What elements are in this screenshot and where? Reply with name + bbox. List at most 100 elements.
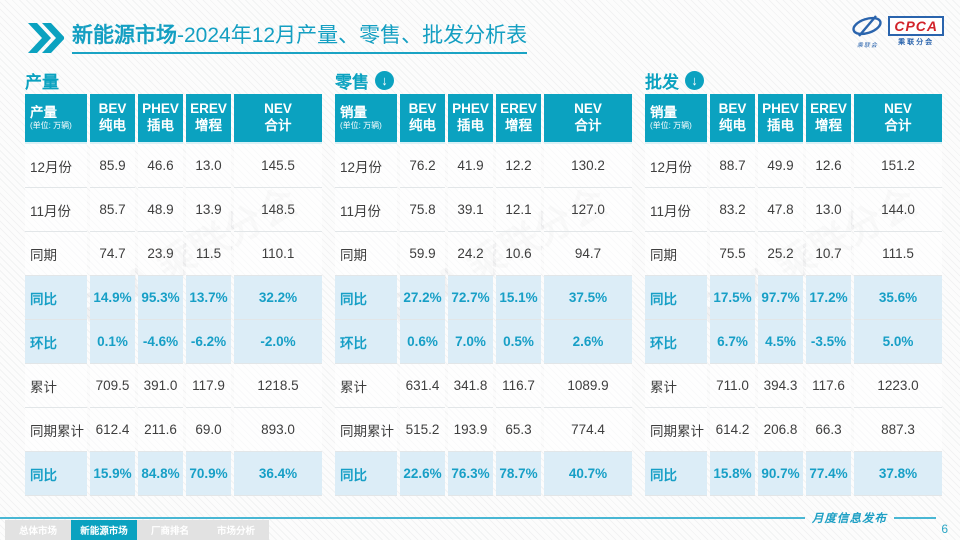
down-arrow-icon: ↓ [375,70,394,90]
wholesale-section-header: 批发 ↓ [645,66,942,94]
table-header-cell: PHEV 插电 [758,94,803,144]
value-cell: 341.8 [448,364,493,408]
value-cell: 32.2% [234,276,322,320]
publish-dash-left [775,517,805,519]
table-header-cell: BEV 纯电 [710,94,755,144]
value-cell: 15.8% [710,452,755,496]
row-label-cell: 12月份 [25,144,87,188]
table-header-cell: PHEV 插电 [448,94,493,144]
row-label-cell: 同比 [645,452,707,496]
publish-label: 月度信息发布 [812,513,887,525]
table-header-cell: EREV 增程 [186,94,231,144]
row-label-cell: 环比 [645,320,707,364]
value-cell: 49.9 [758,144,803,188]
footer-tabs: 总体市场 新能源市场 厂商排名 市场分析 [5,520,269,540]
value-cell: 0.1% [90,320,135,364]
value-cell: 1218.5 [234,364,322,408]
value-cell: 36.4% [234,452,322,496]
value-cell: 76.3% [448,452,493,496]
value-cell: 110.1 [234,232,322,276]
row-label-cell: 11月份 [25,188,87,232]
value-cell: 1089.9 [544,364,632,408]
value-cell: 90.7% [758,452,803,496]
table-header-cell: EREV 增程 [806,94,851,144]
wholesale-section: 批发 ↓ CPCA 乘联分会 销量(单位: 万辆)BEV纯电PHEV插电EREV… [645,66,942,496]
value-cell: 84.8% [138,452,183,496]
value-cell: 69.0 [186,408,231,452]
value-cell: 391.0 [138,364,183,408]
row-label-cell: 同期累计 [335,408,397,452]
value-cell: 25.2 [758,232,803,276]
retail-section-header: 零售 ↓ [335,66,632,94]
value-cell: 0.6% [400,320,445,364]
value-cell: 117.9 [186,364,231,408]
value-cell: -3.5% [806,320,851,364]
value-cell: 75.5 [710,232,755,276]
table-header-cell: BEV 纯电 [90,94,135,144]
value-cell: 66.3 [806,408,851,452]
row-label-cell: 同期累计 [25,408,87,452]
value-cell: -4.6% [138,320,183,364]
value-cell: 40.7% [544,452,632,496]
double-chevron-icon [28,23,64,53]
footer-tab-新能源市场[interactable]: 新能源市场 [71,520,137,540]
value-cell: 48.9 [138,188,183,232]
row-label-cell: 同期 [335,232,397,276]
footer-divider-line [0,517,795,519]
value-cell: 70.9% [186,452,231,496]
value-cell: 14.9% [90,276,135,320]
footer-tab-市场分析[interactable]: 市场分析 [203,520,269,540]
value-cell: 75.8 [400,188,445,232]
value-cell: 85.9 [90,144,135,188]
value-cell: 35.6% [854,276,942,320]
cpca-logo: 乘联会 CPCA 乘联分会 [850,14,944,49]
value-cell: 72.7% [448,276,493,320]
value-cell: 37.5% [544,276,632,320]
value-cell: 116.7 [496,364,541,408]
value-cell: 10.6 [496,232,541,276]
value-cell: 12.2 [496,144,541,188]
cpca-swirl-caption: 乘联会 [856,43,878,49]
footer-tab-总体市场[interactable]: 总体市场 [5,520,71,540]
row-label-cell: 环比 [25,320,87,364]
value-cell: 394.3 [758,364,803,408]
value-cell: 97.7% [758,276,803,320]
value-cell: 23.9 [138,232,183,276]
value-cell: 27.2% [400,276,445,320]
value-cell: 193.9 [448,408,493,452]
row-label-cell: 同比 [645,276,707,320]
value-cell: 13.9 [186,188,231,232]
value-cell: 711.0 [710,364,755,408]
page-title: 新能源市场-2024年12月产量、零售、批发分析表 [72,22,528,55]
table-header-cell: EREV 增程 [496,94,541,144]
value-cell: 2.6% [544,320,632,364]
title-row: 新能源市场-2024年12月产量、零售、批发分析表 [28,22,528,55]
value-cell: 15.9% [90,452,135,496]
value-cell: 83.2 [710,188,755,232]
value-cell: 111.5 [854,232,942,276]
publish-dash-right [894,517,936,519]
cpca-acronym: CPCA [888,16,944,36]
table-header-cell: NEV 合计 [854,94,942,144]
page-title-highlight: 新能源市场 [72,24,177,47]
value-cell: 77.4% [806,452,851,496]
value-cell: 0.5% [496,320,541,364]
value-cell: 39.1 [448,188,493,232]
value-cell: 893.0 [234,408,322,452]
wholesale-section-label: 批发 [645,72,679,92]
value-cell: 88.7 [710,144,755,188]
value-cell: 117.6 [806,364,851,408]
production-section: 产量 ↓ CPCA 乘联分会 产量(单位: 万辆)BEV纯电PHEV插电EREV… [25,66,322,496]
row-label-cell: 同期 [25,232,87,276]
publish-label-row: 月度信息发布 [775,510,936,526]
value-cell: -2.0% [234,320,322,364]
table-header-unit-cell: 销量 (单位: 万辆) [335,94,397,144]
value-cell: 614.2 [710,408,755,452]
value-cell: 10.7 [806,232,851,276]
value-cell: 206.8 [758,408,803,452]
value-cell: 211.6 [138,408,183,452]
value-cell: 17.5% [710,276,755,320]
table-header-unit-cell: 销量 (单位: 万辆) [645,94,707,144]
footer-tab-厂商排名[interactable]: 厂商排名 [137,520,203,540]
value-cell: 148.5 [234,188,322,232]
